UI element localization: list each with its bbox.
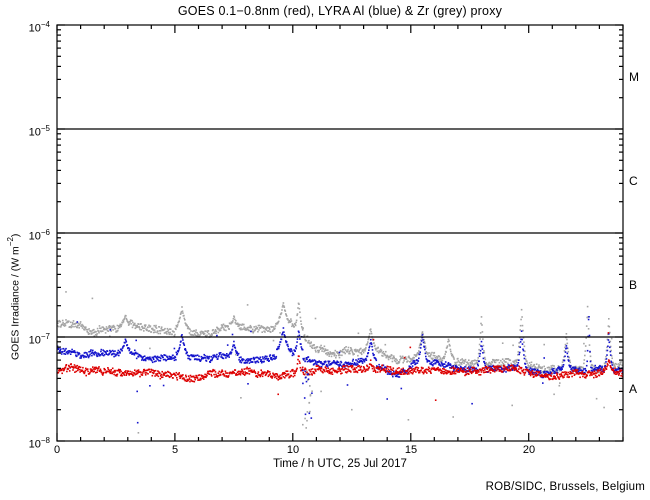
flare-class-label-A: A [629,382,638,396]
x-axis-label: Time / h UTC, 25 Jul 2017 [273,458,407,470]
x-tick-label: 20 [522,444,536,456]
flare-class-label-C: C [629,174,638,188]
plot-frame-and-ticks [56,24,624,442]
y-tick-label: 10−7 [28,332,50,347]
x-tick-label: 5 [171,444,179,456]
x-tick-label: 15 [404,444,418,456]
y-tick-label: 10−8 [28,436,50,451]
series-grey-dots [57,291,623,434]
dropout-dots [301,358,313,429]
x-tick-label: 0 [53,444,61,456]
y-tick-label: 10−5 [28,124,50,139]
footer-credit: ROB/SIDC, Brussels, Belgium [485,481,645,493]
y-tick-label: 10−6 [28,228,50,243]
series-red-dots [57,332,623,401]
flare-class-label-B: B [629,278,638,292]
flare-class-label-M: M [629,70,639,84]
chart-title: GOES 0.1−0.8nm (red), LYRA Al (blue) & Z… [177,4,503,18]
x-tick-label: 10 [286,444,300,456]
y-tick-label: 10−4 [28,20,50,35]
data-dots-layer [57,291,623,434]
flare-class-boundary-lines [57,128,623,338]
